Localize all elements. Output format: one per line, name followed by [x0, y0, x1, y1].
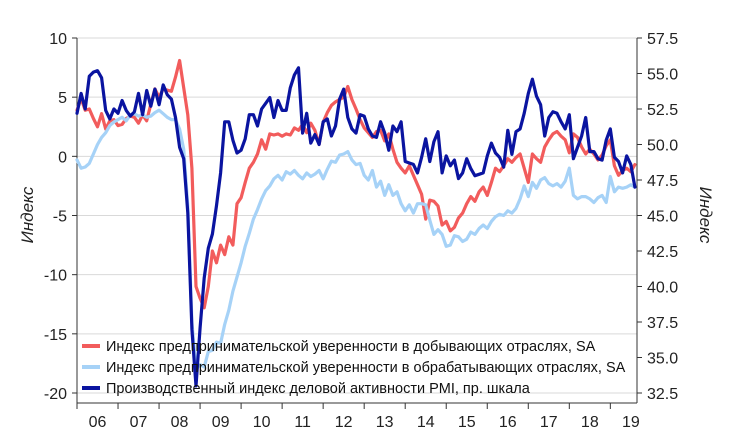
y-tick-label-right: 57.5	[647, 31, 678, 48]
legend-label-1: Индекс предпринимательской уверенности в…	[106, 339, 596, 355]
x-tick-label: 16	[499, 414, 517, 431]
y-tick-label-right: 40.0	[647, 280, 678, 297]
y-axis-title-right: Индекс	[696, 187, 715, 244]
x-tick-label: 07	[130, 414, 148, 431]
y-tick-label-left: -20	[44, 386, 67, 403]
series-line-1	[75, 58, 637, 310]
y-tick-label-right: 47.5	[647, 173, 678, 190]
series-line-2	[75, 108, 637, 371]
x-tick-label: 12	[335, 414, 353, 431]
y-tick-label-left: 5	[58, 90, 67, 107]
y-tick-label-left: -15	[44, 327, 67, 344]
series-line-3	[75, 66, 637, 388]
x-tick-label: 13	[376, 414, 394, 431]
y-tick-label-right: 32.5	[647, 386, 678, 403]
legend-label-3: Производственный индекс деловой активнос…	[106, 381, 531, 397]
x-tick-label: 11	[294, 414, 311, 431]
legend: Индекс предпринимательской уверенности в…	[82, 339, 626, 397]
y-tick-label-right: 55.0	[647, 67, 678, 84]
x-tick-label: 15	[458, 414, 476, 431]
legend-label-2: Индекс предпринимательской уверенности в…	[106, 360, 626, 376]
y-tick-label-left: -10	[44, 268, 67, 285]
series-lines	[75, 58, 637, 388]
y-tick-label-left: 0	[58, 149, 67, 166]
y-axis-title-left: Индекс	[18, 186, 37, 243]
axes: 10 5 0 -5 -10 -15 -20 57.5 55.0 52.5 50.0 47.5 45.0 4…	[18, 31, 715, 431]
x-tick-label: 06	[89, 414, 107, 431]
x-tick-label: 17	[540, 414, 558, 431]
y-tick-label-right: 50.0	[647, 138, 678, 155]
x-tick-label: 10	[253, 414, 271, 431]
y-tick-label-left: 10	[49, 31, 67, 48]
y-tick-label-right: 42.5	[647, 244, 678, 261]
x-tick-label: 08	[171, 414, 189, 431]
x-tick-label: 09	[212, 414, 230, 431]
y-tick-label-right: 35.0	[647, 351, 678, 368]
y-tick-label-right: 45.0	[647, 209, 678, 226]
x-tick-label: 14	[417, 414, 435, 431]
y-tick-label-right: 37.5	[647, 315, 678, 332]
y-tick-label-right: 52.5	[647, 102, 678, 119]
y-tick-label-left: -5	[53, 209, 67, 226]
x-tick-label: 18	[581, 414, 599, 431]
x-tick-label: 19	[622, 414, 640, 431]
